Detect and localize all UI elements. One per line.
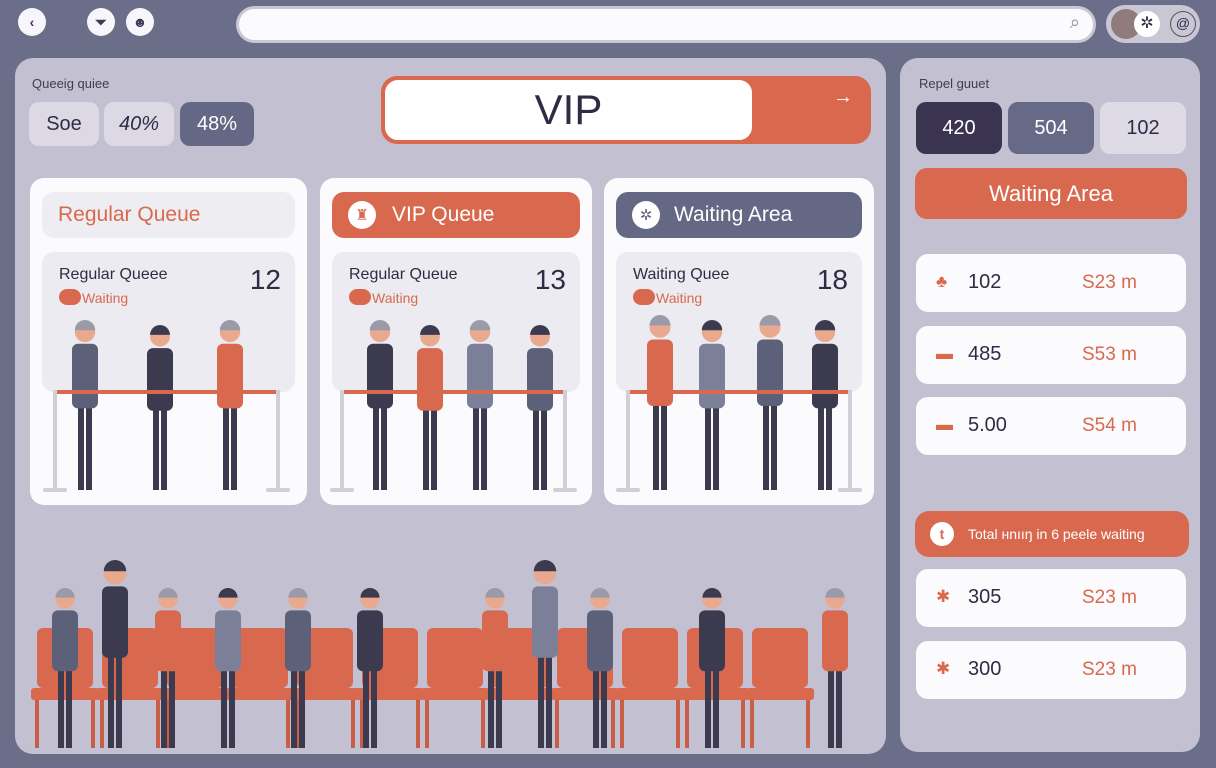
card-header: ✲ Waiting Area — [616, 192, 862, 238]
item-amount: S54 m — [1082, 415, 1137, 436]
bug-icon: ✱ — [936, 587, 951, 606]
card-header-label: VIP Queue — [392, 203, 495, 226]
search-icon[interactable]: ⌕ — [1069, 12, 1080, 32]
bar-icon: ▬ — [936, 415, 953, 434]
queue-status: Waiting — [372, 290, 419, 306]
total-banner: t Total нnııŋ in 6 peele waiting — [915, 511, 1189, 557]
queue-count: 12 — [249, 264, 281, 295]
queue-info: Regular Queee 12 Waiting — [42, 252, 295, 392]
list-item[interactable]: ▬ 5.00 S54 m — [916, 397, 1186, 455]
item-amount: S53 m — [1082, 344, 1137, 365]
section-label: Queeig quiee — [32, 76, 110, 91]
arrow-right-icon[interactable]: → — [833, 86, 853, 108]
search-input[interactable] — [239, 9, 1093, 40]
user-button[interactable]: ☻ — [126, 8, 154, 36]
item-amount: S23 m — [1082, 272, 1137, 293]
card-header: Regular Queue — [42, 192, 295, 238]
queue-count: 13 — [534, 264, 566, 295]
queue-status: Waiting — [82, 290, 129, 306]
item-amount: S23 m — [1082, 587, 1137, 608]
list-item[interactable]: ✱ 300 S23 m — [916, 641, 1186, 699]
bug-icon: ✱ — [936, 659, 951, 678]
item-value: 300 — [968, 658, 1002, 680]
status-icon — [349, 289, 371, 305]
snowflake-icon[interactable]: ✲ — [1134, 11, 1160, 37]
queue-info: Waiting Quee 18 Waiting — [616, 252, 862, 392]
item-amount: S23 m — [1082, 659, 1137, 680]
waiting-area-button[interactable]: Waiting Area — [915, 168, 1187, 219]
search-bar[interactable]: ⌕ — [236, 6, 1096, 43]
chip[interactable]: 48% — [180, 102, 254, 146]
item-value: 485 — [968, 343, 1002, 365]
status-icon — [59, 289, 81, 305]
queue-card-vip[interactable]: ♜ VIP Queue Regular Queue 13 Waiting — [320, 178, 592, 505]
user-icon: ☻ — [132, 14, 148, 30]
queue-count: 18 — [816, 264, 848, 295]
info-icon: t — [930, 522, 954, 546]
list-item[interactable]: ♣ 102 S23 m — [916, 254, 1186, 312]
bench-icon: ▬ — [936, 344, 953, 363]
card-header: ♜ VIP Queue — [332, 192, 580, 238]
vip-label: VIP — [384, 79, 753, 141]
chip[interactable]: 40% — [104, 102, 174, 146]
section-label: Repel guuet — [919, 76, 990, 91]
card-header-label: Waiting Area — [674, 203, 793, 226]
list-item[interactable]: ▬ 485 S53 m — [916, 326, 1186, 384]
club-icon: ♣ — [936, 272, 948, 291]
queue-card-regular[interactable]: Regular Queue Regular Queee 12 Waiting — [30, 178, 307, 505]
item-value: 102 — [968, 271, 1002, 293]
queue-title: Regular Queee — [59, 266, 168, 283]
chess-icon: ♜ — [348, 201, 376, 229]
chip[interactable]: Soe — [29, 102, 99, 146]
account-area[interactable]: ✲ @ — [1106, 5, 1200, 43]
stat-chip[interactable]: 420 — [916, 102, 1002, 154]
item-value: 305 — [968, 586, 1002, 608]
queue-title: Regular Queue — [349, 266, 458, 283]
filter-button[interactable]: ⏷ — [87, 8, 115, 36]
queue-card-waiting[interactable]: ✲ Waiting Area Waiting Quee 18 Waiting — [604, 178, 874, 505]
stat-chip[interactable]: 504 — [1008, 102, 1094, 154]
queue-title: Waiting Quee — [633, 266, 730, 283]
snowflake-icon: ✲ — [632, 201, 660, 229]
total-text: Total нnııŋ in 6 peele waiting — [968, 526, 1145, 542]
list-item[interactable]: ✱ 305 S23 m — [916, 569, 1186, 627]
vip-bar[interactable]: VIP → — [381, 76, 871, 144]
queue-status: Waiting — [656, 290, 703, 306]
stat-chip[interactable]: 102 — [1100, 102, 1186, 154]
queue-info: Regular Queue 13 Waiting — [332, 252, 580, 392]
item-value: 5.00 — [968, 414, 1007, 436]
back-icon: ‹ — [29, 14, 35, 30]
status-icon — [633, 289, 655, 305]
at-icon[interactable]: @ — [1170, 11, 1196, 37]
back-button[interactable]: ‹ — [18, 8, 46, 36]
filter-icon: ⏷ — [95, 13, 107, 30]
